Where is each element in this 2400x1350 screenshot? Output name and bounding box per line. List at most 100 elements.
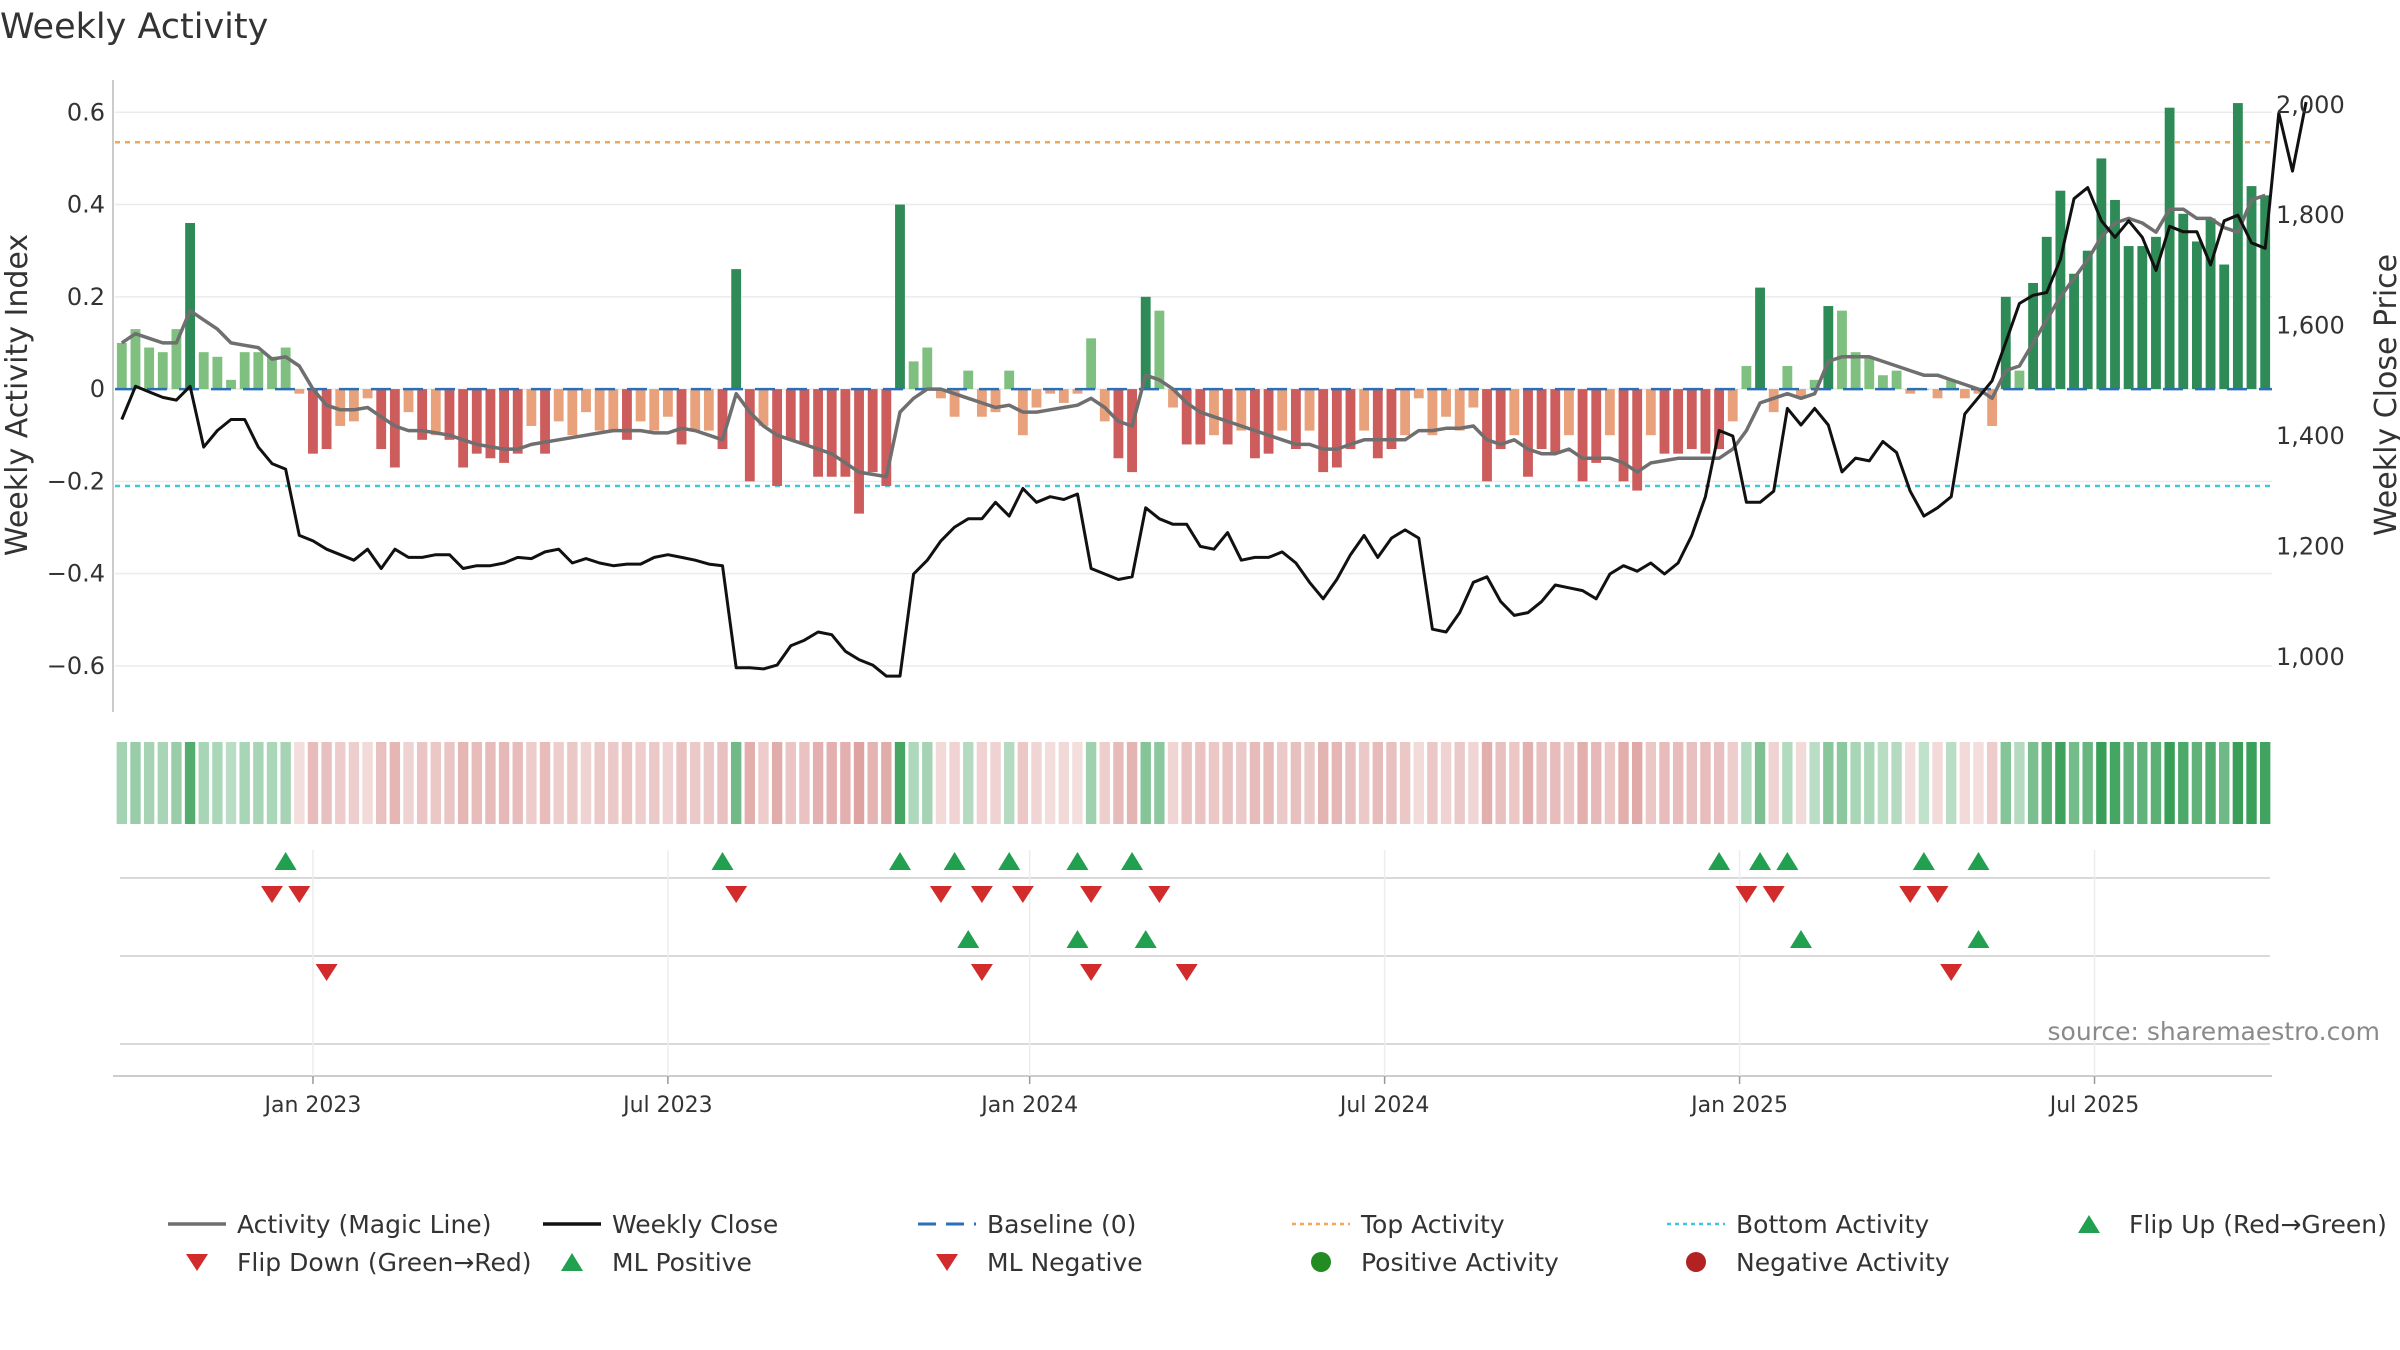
activity-bar: [594, 389, 605, 431]
activity-bar: [267, 356, 277, 390]
y-tick-label: 0: [90, 375, 105, 403]
activity-bar: [485, 389, 496, 459]
legend-item: Baseline (0): [918, 1210, 1136, 1239]
activity-bar: [1755, 287, 1765, 390]
flip-down-marker: [725, 886, 748, 903]
y2-tick-label: 1,400: [2276, 422, 2345, 450]
strip-cell: [1659, 742, 1670, 824]
strip-cell: [430, 742, 442, 824]
activity-bar: [130, 329, 141, 390]
strip-cell: [990, 742, 1001, 824]
strip-cell: [1072, 742, 1083, 824]
activity-bar: [144, 347, 155, 390]
strip-cell: [1031, 742, 1042, 824]
strip-cell: [1017, 742, 1029, 824]
activity-bar: [512, 389, 523, 454]
activity-bar: [499, 389, 509, 463]
activity-bar: [1536, 389, 1547, 450]
activity-bar: [1441, 389, 1451, 417]
strip-cell: [1099, 742, 1110, 824]
activity-bar: [1195, 389, 1206, 445]
legend: Activity (Magic Line) Weekly Close Baselin…: [168, 1210, 2387, 1277]
strip-cell: [1004, 742, 1015, 824]
activity-bar: [1905, 389, 1916, 394]
activity-bar: [581, 389, 591, 413]
flip-up-marker: [1967, 852, 1990, 870]
activity-bar: [867, 389, 878, 473]
y-tick-label: 0.6: [67, 98, 105, 126]
activity-bar: [1686, 389, 1697, 450]
strip-cell: [1713, 742, 1725, 824]
strip-cell: [2191, 742, 2203, 824]
strip-cell: [1277, 742, 1288, 824]
flip-up-marker: [1912, 852, 1935, 870]
strip-cell: [758, 742, 769, 824]
legend-label: Positive Activity: [1361, 1248, 1559, 1277]
y2-axis-label: Weekly Close Price: [2369, 254, 2400, 536]
activity-bar: [321, 389, 332, 450]
ml-positive-marker: [1967, 930, 1990, 948]
activity-bar: [1768, 389, 1779, 413]
activity-bar: [622, 389, 632, 440]
strip-cell: [1113, 742, 1124, 824]
activity-bar: [1331, 389, 1342, 468]
flip-down-marker: [1735, 886, 1758, 903]
strip-cell: [1577, 742, 1588, 824]
strip-cell: [1249, 742, 1261, 824]
legend-label: Flip Down (Green→Red): [237, 1248, 532, 1277]
activity-bar: [1850, 352, 1861, 390]
y2-tick-label: 1,600: [2276, 312, 2345, 340]
strip-cell: [908, 742, 919, 824]
activity-bar: [1086, 338, 1097, 390]
strip-cell: [1918, 742, 1930, 824]
strip-cell: [1126, 742, 1138, 824]
strip-cell: [348, 742, 360, 824]
strip-cell: [1372, 742, 1383, 824]
ml-positive-marker: [1134, 930, 1157, 948]
strip-cell: [2205, 742, 2216, 824]
strip-cell: [1427, 742, 1438, 824]
activity-bar: [1714, 389, 1725, 450]
strip-cell: [785, 742, 796, 824]
legend-swatch: [2078, 1215, 2100, 1233]
legend-label: Baseline (0): [987, 1210, 1136, 1239]
strip-cell: [1468, 742, 1479, 824]
activity-bar: [2178, 213, 2189, 390]
strip-cell: [539, 742, 551, 824]
strip-cell: [853, 742, 865, 824]
activity-bar: [1932, 389, 1943, 399]
strip-cell: [594, 742, 605, 824]
flip-up-marker: [1066, 852, 1089, 870]
strip-cell: [1645, 742, 1657, 824]
strip-cell: [171, 742, 182, 824]
activity-bar: [1973, 389, 1984, 394]
strip-cell: [512, 742, 523, 824]
legend-item: Top Activity: [1292, 1210, 1505, 1239]
strip-cell: [2082, 742, 2093, 824]
strip-cell: [239, 742, 250, 824]
strip-cell: [1754, 742, 1766, 824]
date-tick-label: Jan 2023: [262, 1093, 361, 1118]
activity-bar: [1386, 389, 1397, 450]
activity-bar: [116, 342, 127, 390]
strip-cell: [1318, 742, 1329, 824]
activity-bar: [226, 379, 236, 390]
strip-cell: [2000, 742, 2011, 824]
strip-cell: [1058, 742, 1069, 824]
strip-cell: [662, 742, 674, 824]
strip-cell: [266, 742, 278, 824]
strip-cell: [717, 742, 728, 824]
activity-bar: [1509, 389, 1520, 436]
strip-cell: [935, 742, 947, 824]
strip-cell: [2178, 742, 2189, 824]
strip-cell: [1304, 742, 1315, 824]
strip-cell: [212, 742, 223, 824]
strip-cell: [1563, 742, 1575, 824]
activity-bar: [1959, 389, 1970, 399]
activity-bar: [1290, 389, 1301, 450]
activity-bar: [1618, 389, 1629, 482]
legend-label: Weekly Close: [612, 1210, 778, 1239]
activity-bar: [471, 389, 482, 454]
ml-negative-marker: [315, 964, 338, 981]
activity-bar: [1591, 389, 1602, 463]
